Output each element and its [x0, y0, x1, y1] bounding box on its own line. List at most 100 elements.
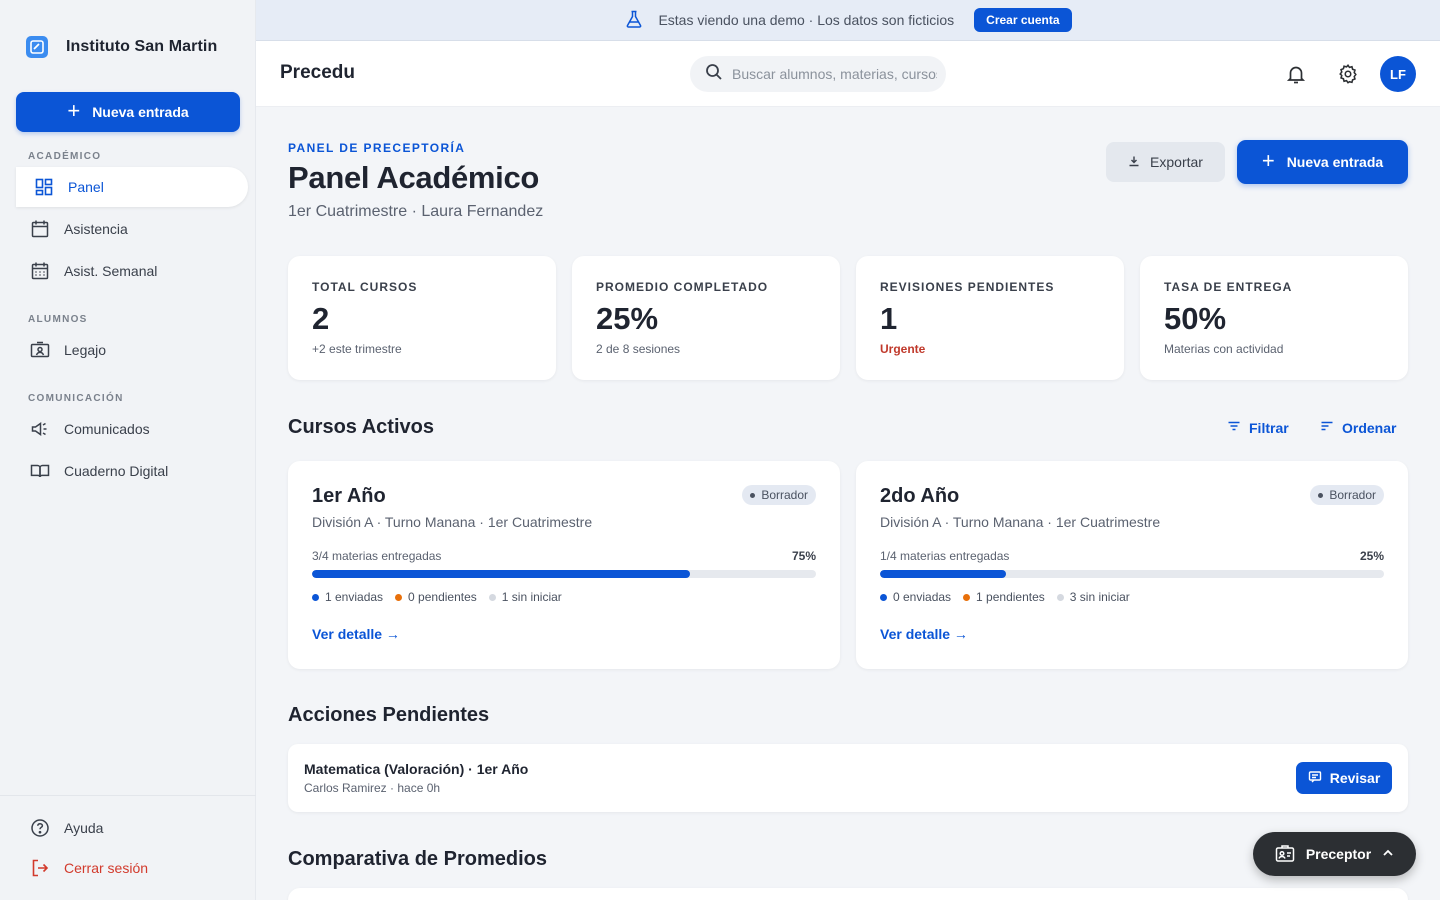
- progress-fill: [880, 570, 1006, 578]
- book-icon: [30, 461, 50, 481]
- view-detail-link[interactable]: Ver detalle →: [312, 626, 400, 642]
- create-account-button[interactable]: Crear cuenta: [974, 8, 1072, 32]
- progress-label: 3/4 materias entregadas: [312, 549, 442, 563]
- bell-icon[interactable]: [1284, 62, 1308, 86]
- progress-label: 1/4 materias entregadas: [880, 549, 1010, 563]
- demo-banner-text: Estas viendo una demo · Los datos son fi…: [658, 12, 955, 28]
- export-button[interactable]: Exportar: [1106, 142, 1225, 182]
- progress-legend: 1 enviadas 0 pendientes 1 sin iniciar: [312, 590, 562, 604]
- plus-icon: +: [67, 98, 81, 123]
- stat-note: +2 este trimestre: [312, 342, 402, 356]
- page-title: Panel Académico: [288, 160, 540, 195]
- course-name: 2do Año: [880, 485, 960, 507]
- megaphone-icon: [30, 419, 50, 439]
- progress-percent: 75%: [791, 549, 816, 563]
- status-badge: Borrador: [742, 485, 816, 505]
- filter-icon: [1227, 419, 1241, 436]
- course-meta: División A · Turno Manana · 1er Cuatrime…: [312, 514, 593, 530]
- new-entry-button-sidebar[interactable]: + Nueva entrada: [16, 92, 240, 132]
- role-label: Preceptor: [1305, 846, 1372, 862]
- brand-name: Instituto San Martin: [66, 38, 218, 55]
- app-title: Precedu: [280, 62, 355, 83]
- help-icon: [30, 818, 50, 838]
- logout-icon: [30, 858, 50, 878]
- filter-button[interactable]: Filtrar: [1227, 419, 1289, 436]
- export-label: Exportar: [1150, 154, 1203, 170]
- sort-label: Ordenar: [1342, 419, 1397, 436]
- calendar-week-icon: [30, 261, 50, 281]
- stat-label: PROMEDIO COMPLETADO: [596, 280, 769, 294]
- legend-sent: 1 enviadas: [325, 590, 384, 604]
- search-box[interactable]: [690, 56, 946, 92]
- sidebar: Instituto San Martin + Nueva entrada ACA…: [0, 0, 256, 900]
- gear-icon[interactable]: [1336, 62, 1360, 86]
- sidebar-item-legajo[interactable]: Legajo: [16, 330, 248, 370]
- plus-icon: +: [1261, 148, 1275, 173]
- review-button[interactable]: Revisar: [1296, 762, 1392, 794]
- stat-card-total-cursos: TOTAL CURSOS 2 +2 este trimestre: [288, 256, 556, 380]
- search-input[interactable]: [732, 66, 937, 82]
- role-icon: [1274, 842, 1296, 867]
- role-switcher[interactable]: Preceptor: [1253, 832, 1416, 876]
- stat-value: 1: [880, 301, 898, 336]
- page-subtitle: 1er Cuatrimestre · Laura Fernandez: [288, 203, 544, 220]
- sidebar-item-asist-semanal[interactable]: Asist. Semanal: [16, 251, 248, 291]
- legend-pending: 0 pendientes: [408, 590, 477, 604]
- stat-label: TASA DE ENTREGA: [1164, 280, 1293, 294]
- pending-title: Matematica (Valoración) · 1er Año: [304, 761, 529, 777]
- legend-pending: 1 pendientes: [976, 590, 1045, 604]
- stat-card-tasa-entrega: TASA DE ENTREGA 50% Materias con activid…: [1140, 256, 1408, 380]
- sidebar-item-logout[interactable]: Cerrar sesión: [16, 848, 248, 888]
- sort-button[interactable]: Ordenar: [1320, 419, 1396, 436]
- sidebar-item-label: Ayuda: [64, 820, 104, 836]
- stat-label: TOTAL CURSOS: [312, 280, 418, 294]
- sidebar-item-panel[interactable]: Panel: [16, 167, 248, 207]
- stat-label: REVISIONES PENDIENTES: [880, 280, 1055, 294]
- badge-dot-icon: [1318, 492, 1324, 498]
- pending-dot-icon: [395, 593, 403, 601]
- pending-subtitle: Carlos Ramirez · hace 0h: [304, 781, 441, 795]
- legend-sent: 0 enviadas: [893, 590, 952, 604]
- course-card-1er-ano: 1er Año División A · Turno Manana · 1er …: [288, 461, 840, 669]
- section-title-acciones: Acciones Pendientes: [288, 704, 490, 726]
- sidebar-item-label: Asistencia: [64, 221, 128, 237]
- status-badge: Borrador: [1310, 485, 1384, 505]
- legend-not-started: 1 sin iniciar: [501, 590, 562, 604]
- new-entry-button[interactable]: + Nueva entrada: [1237, 140, 1408, 184]
- sidebar-item-label: Cerrar sesión: [64, 860, 149, 876]
- section-title-comparativa: Comparativa de Promedios: [288, 848, 547, 870]
- sidebar-item-label: Cuaderno Digital: [64, 463, 169, 479]
- page-eyebrow: PANEL DE PRECEPTORÍA: [288, 141, 466, 155]
- calendar-icon: [30, 219, 50, 239]
- section-title-cursos: Cursos Activos: [288, 416, 434, 438]
- sidebar-item-label: Legajo: [64, 342, 107, 358]
- new-entry-label: Nueva entrada: [1286, 154, 1384, 170]
- stat-note: Materias con actividad: [1164, 342, 1284, 356]
- pending-action-item: Matematica (Valoración) · 1er Año Carlos…: [288, 744, 1408, 812]
- course-meta: División A · Turno Manana · 1er Cuatrime…: [880, 514, 1161, 530]
- filter-label: Filtrar: [1249, 419, 1289, 436]
- sidebar-item-ayuda[interactable]: Ayuda: [16, 808, 248, 848]
- view-detail-link[interactable]: Ver detalle →: [880, 626, 968, 642]
- brand-logo-icon: [26, 36, 48, 58]
- sent-dot-icon: [880, 593, 887, 601]
- sidebar-item-comunicados[interactable]: Comunicados: [16, 409, 248, 449]
- progress-legend: 0 enviadas 1 pendientes 3 sin iniciar: [880, 590, 1130, 604]
- sidebar-item-asistencia[interactable]: Asistencia: [16, 209, 248, 249]
- sidebar-item-label: Panel: [68, 179, 104, 195]
- stat-note: 2 de 8 sesiones: [596, 342, 681, 356]
- review-label: Revisar: [1329, 770, 1381, 786]
- section-label-academico: ACADÉMICO: [28, 151, 102, 162]
- section-label-alumnos: ALUMNOS: [28, 314, 88, 325]
- legend-not-started: 3 sin iniciar: [1069, 590, 1130, 604]
- chevron-up-icon: [1381, 846, 1395, 863]
- course-card-2do-ano: 2do Año División A · Turno Manana · 1er …: [856, 461, 1408, 669]
- progress-fill: [312, 570, 690, 578]
- brand[interactable]: Instituto San Martin: [26, 36, 217, 58]
- review-icon: [1308, 770, 1322, 787]
- stat-value: 2: [312, 301, 330, 336]
- sidebar-item-cuaderno-digital[interactable]: Cuaderno Digital: [16, 451, 248, 491]
- user-avatar[interactable]: LF: [1380, 56, 1416, 92]
- comparison-card: [288, 888, 1408, 900]
- stat-card-promedio: PROMEDIO COMPLETADO 25% 2 de 8 sesiones: [572, 256, 840, 380]
